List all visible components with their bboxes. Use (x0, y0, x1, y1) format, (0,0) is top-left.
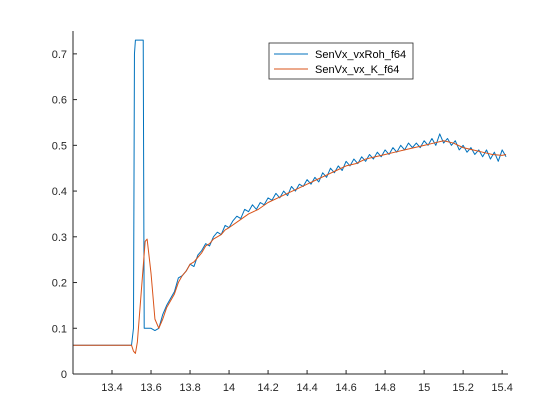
series-layer (73, 39, 507, 354)
x-tick-label: 14.4 (296, 382, 317, 394)
y-tick-label: 0 (61, 369, 67, 381)
series-line-2 (73, 140, 507, 354)
y-tick-label: 0.4 (52, 186, 67, 198)
x-tick-label: 13.4 (101, 382, 122, 394)
y-tick-label: 0.2 (52, 278, 67, 290)
x-tick-label: 15 (418, 382, 430, 394)
y-tick-label: 0.6 (52, 95, 67, 107)
axes-frame (72, 31, 508, 375)
x-tick-label: 14 (223, 382, 235, 394)
legend-label-series-2: SenVx_vx_K_f64 (315, 64, 399, 76)
y-tick-label: 0.3 (52, 232, 67, 244)
y-tick-label: 0.7 (52, 49, 67, 61)
legend-label-series-1: SenVx_vxRoh_f64 (315, 49, 406, 61)
x-tick-label: 15.4 (491, 382, 512, 394)
x-tick-label: 13.6 (140, 382, 161, 394)
legend: SenVx_vxRoh_f64 SenVx_vx_K_f64 (268, 42, 414, 80)
x-tick-label: 14.6 (335, 382, 356, 394)
x-tick-label: 13.8 (179, 382, 200, 394)
x-tick-label: 14.8 (374, 382, 395, 394)
plot-area (73, 31, 508, 374)
y-axis-ticks: 0 0.1 0.2 0.3 0.4 0.5 0.6 0.7 (52, 49, 77, 381)
legend-box (268, 42, 414, 80)
y-tick-label: 0.5 (52, 140, 67, 152)
x-tick-label: 14.2 (257, 382, 278, 394)
x-tick-label: 15.2 (452, 382, 473, 394)
x-axis-ticks: 13.4 13.6 13.8 14 14.2 14.4 14.6 14.8 15 15.2 15.4 (101, 370, 513, 394)
y-tick-label: 0.1 (52, 323, 67, 335)
